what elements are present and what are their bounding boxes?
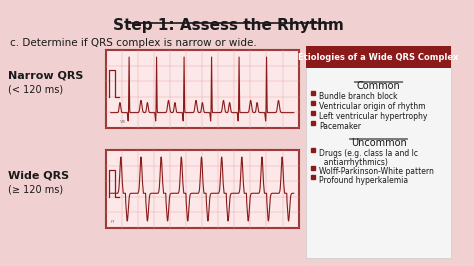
Text: Wolff-Parkinson-White pattern: Wolff-Parkinson-White pattern: [319, 167, 434, 176]
Text: antiarrhythmics): antiarrhythmics): [319, 158, 388, 167]
Text: Wide QRS: Wide QRS: [8, 171, 69, 181]
FancyBboxPatch shape: [106, 150, 299, 228]
Text: Bundle branch block: Bundle branch block: [319, 92, 397, 101]
FancyBboxPatch shape: [306, 46, 451, 68]
Text: (≥ 120 ms): (≥ 120 ms): [8, 185, 63, 195]
Text: vs: vs: [119, 119, 126, 124]
Text: Common: Common: [356, 81, 401, 91]
Text: (< 120 ms): (< 120 ms): [8, 85, 63, 95]
Text: Step 1: Assess the Rhythm: Step 1: Assess the Rhythm: [113, 18, 344, 33]
Text: Ventricular origin of rhythm: Ventricular origin of rhythm: [319, 102, 425, 111]
Text: Etiologies of a Wide QRS Complex: Etiologies of a Wide QRS Complex: [298, 52, 459, 61]
FancyBboxPatch shape: [106, 50, 299, 128]
Text: Profound hyperkalemia: Profound hyperkalemia: [319, 176, 408, 185]
Text: Narrow QRS: Narrow QRS: [8, 71, 83, 81]
FancyBboxPatch shape: [306, 46, 451, 258]
Text: Uncommon: Uncommon: [351, 138, 406, 148]
Text: Left ventricular hypertrophy: Left ventricular hypertrophy: [319, 112, 427, 121]
Text: c. Determine if QRS complex is narrow or wide.: c. Determine if QRS complex is narrow or…: [9, 38, 256, 48]
Text: Drugs (e.g. class Ia and Ic: Drugs (e.g. class Ia and Ic: [319, 149, 418, 158]
Text: n: n: [111, 219, 114, 224]
Text: Pacemaker: Pacemaker: [319, 122, 361, 131]
